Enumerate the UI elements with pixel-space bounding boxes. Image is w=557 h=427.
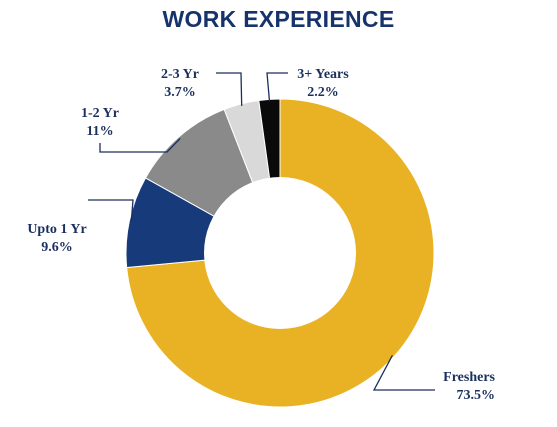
donut-hole	[204, 177, 356, 329]
chart-title: WORK EXPERIENCE	[162, 6, 395, 32]
label-name-2-3-yr: 2-3 Yr	[161, 67, 199, 82]
label-value-1-2-yr: 11%	[86, 124, 113, 139]
leader-line-upto-1-yr	[88, 199, 134, 222]
label-name-3plus-years: 3+ Years	[297, 67, 349, 82]
label-value-freshers: 73.5%	[457, 388, 496, 403]
label-name-freshers: Freshers	[443, 370, 495, 385]
leader-line-freshers	[372, 354, 435, 391]
label-value-upto-1-yr: 9.6%	[41, 240, 73, 255]
label-name-upto-1-yr: Upto 1 Yr	[27, 222, 86, 237]
label-name-1-2-yr: 1-2 Yr	[81, 106, 119, 121]
leader-line-2-3-yr	[216, 72, 243, 106]
leader-line-1-2-yr	[99, 137, 181, 153]
label-value-2-3-yr: 3.7%	[164, 85, 196, 100]
label-value-3plus-years: 2.2%	[307, 85, 339, 100]
leader-line-3plus-years	[266, 72, 288, 102]
